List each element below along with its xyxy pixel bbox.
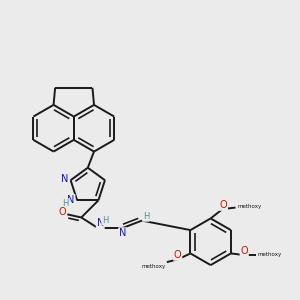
Text: O: O [58, 207, 66, 217]
Text: N: N [97, 218, 104, 228]
Text: N: N [61, 174, 69, 184]
Text: methoxy: methoxy [258, 251, 282, 256]
Text: O: O [220, 200, 227, 210]
Text: methoxy: methoxy [141, 264, 165, 269]
Text: H: H [62, 199, 69, 208]
Text: O: O [240, 246, 248, 256]
Text: H: H [143, 212, 149, 221]
Text: N: N [119, 228, 126, 238]
Text: O: O [174, 250, 182, 260]
Text: methoxy: methoxy [237, 204, 261, 209]
Text: N: N [67, 195, 75, 205]
Text: H: H [102, 216, 108, 225]
